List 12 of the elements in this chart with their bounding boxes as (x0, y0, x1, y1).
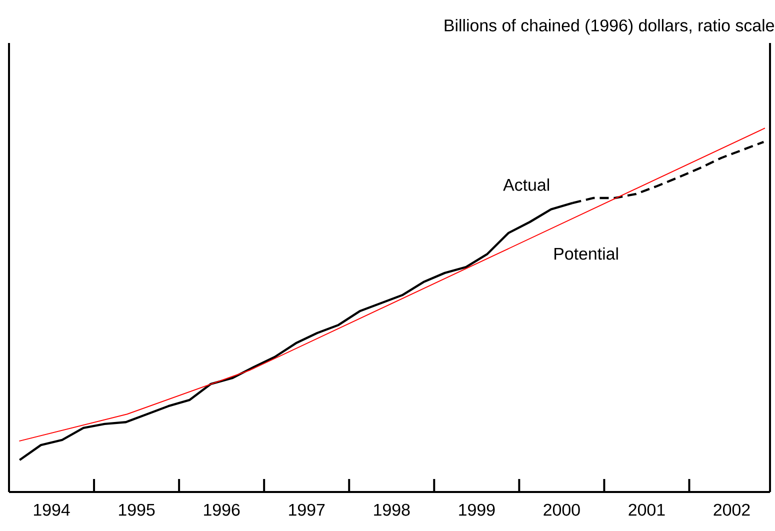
x-tick-label: 1995 (119, 504, 155, 516)
x-tick-label: 2001 (628, 504, 665, 516)
x-tick-label: 1999 (459, 504, 495, 516)
x-tick-label: 1996 (204, 504, 240, 516)
x-tick-label: 2000 (544, 504, 580, 516)
series-label: Actual (503, 178, 549, 191)
x-tick-label: 2002 (714, 504, 750, 516)
x-tick-label: 1997 (289, 504, 325, 516)
x-tick-label: 1994 (34, 504, 70, 516)
text: Billions of chained (1996) dollars, ratio scale (444, 19, 774, 35)
x-tick-label: 1998 (374, 504, 410, 516)
series-label: Potential (554, 247, 618, 260)
